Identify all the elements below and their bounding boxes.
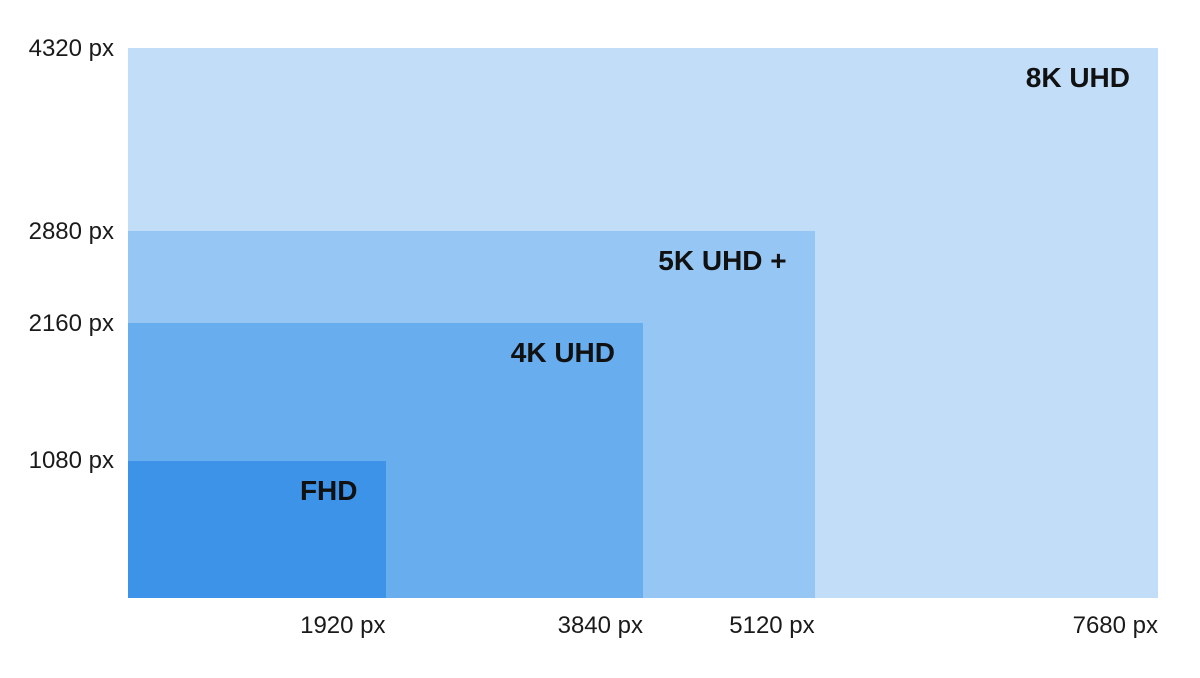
resolution-label: 5K UHD +	[658, 245, 786, 277]
resolution-rect: FHD	[128, 461, 386, 599]
y-axis-label: 4320 px	[29, 35, 114, 63]
resolution-label: FHD	[300, 475, 358, 507]
x-axis-label: 1920 px	[300, 612, 385, 640]
y-axis-label: 1080 px	[29, 447, 114, 475]
y-axis-label: 2160 px	[29, 310, 114, 338]
x-axis-label: 3840 px	[558, 612, 643, 640]
resolution-label: 8K UHD	[1026, 62, 1130, 94]
x-axis-label: 7680 px	[1073, 612, 1158, 640]
y-axis-label: 2880 px	[29, 218, 114, 246]
x-axis-label: 5120 px	[729, 612, 814, 640]
resolution-label: 4K UHD	[511, 337, 615, 369]
plot-area: 8K UHD5K UHD +4K UHDFHD4320 px2880 px216…	[128, 48, 1158, 598]
